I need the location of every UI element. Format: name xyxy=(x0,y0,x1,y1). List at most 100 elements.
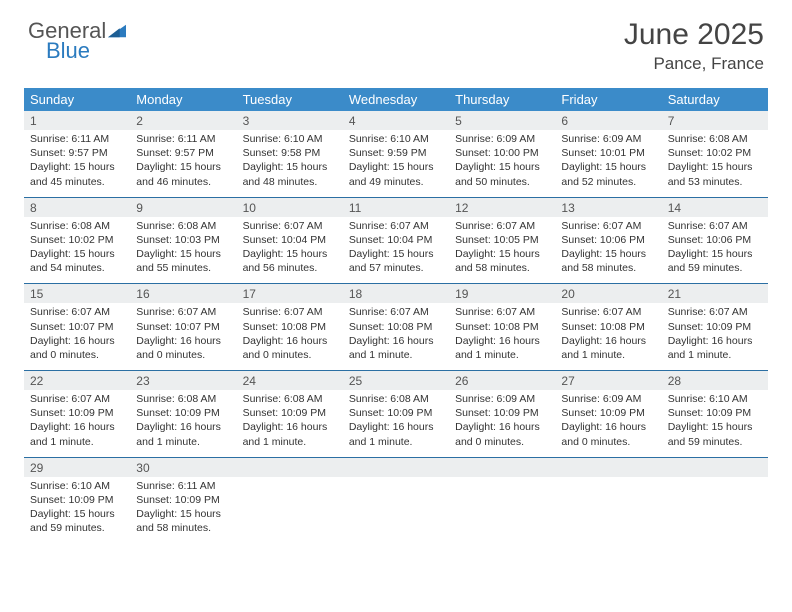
day-number: 10 xyxy=(237,198,343,217)
day-detail: Sunrise: 6:07 AMSunset: 10:05 PMDaylight… xyxy=(449,217,555,284)
daylight-text: Daylight: 16 hours and 1 minute. xyxy=(455,334,549,362)
sunrise-text: Sunrise: 6:07 AM xyxy=(455,219,549,233)
day-detail: Sunrise: 6:08 AMSunset: 10:02 PMDaylight… xyxy=(24,217,130,284)
day-number xyxy=(662,458,768,477)
day-number: 24 xyxy=(237,371,343,390)
daylight-text: Daylight: 16 hours and 1 minute. xyxy=(668,334,762,362)
day-detail-row: Sunrise: 6:07 AMSunset: 10:07 PMDaylight… xyxy=(24,303,768,370)
day-number: 23 xyxy=(130,371,236,390)
sunrise-text: Sunrise: 6:07 AM xyxy=(561,219,655,233)
sunset-text: Sunset: 10:04 PM xyxy=(349,233,443,247)
sunrise-text: Sunrise: 6:11 AM xyxy=(136,132,230,146)
sunset-text: Sunset: 9:58 PM xyxy=(243,146,337,160)
dow-thursday: Thursday xyxy=(449,88,555,111)
day-detail: Sunrise: 6:11 AMSunset: 9:57 PMDaylight:… xyxy=(24,130,130,197)
sunrise-text: Sunrise: 6:08 AM xyxy=(668,132,762,146)
day-detail xyxy=(237,477,343,544)
day-number: 18 xyxy=(343,284,449,303)
sunset-text: Sunset: 10:09 PM xyxy=(349,406,443,420)
day-detail: Sunrise: 6:11 AMSunset: 10:09 PMDaylight… xyxy=(130,477,236,544)
day-detail: Sunrise: 6:07 AMSunset: 10:06 PMDaylight… xyxy=(662,217,768,284)
daylight-text: Daylight: 15 hours and 45 minutes. xyxy=(30,160,124,188)
day-detail-row: Sunrise: 6:07 AMSunset: 10:09 PMDaylight… xyxy=(24,390,768,457)
sunset-text: Sunset: 10:09 PM xyxy=(561,406,655,420)
sunset-text: Sunset: 10:06 PM xyxy=(668,233,762,247)
calendar-table: Sunday Monday Tuesday Wednesday Thursday… xyxy=(24,88,768,543)
sunrise-text: Sunrise: 6:11 AM xyxy=(30,132,124,146)
sunset-text: Sunset: 10:08 PM xyxy=(349,320,443,334)
daylight-text: Daylight: 15 hours and 46 minutes. xyxy=(136,160,230,188)
day-number: 3 xyxy=(237,111,343,130)
dow-tuesday: Tuesday xyxy=(237,88,343,111)
sunrise-text: Sunrise: 6:07 AM xyxy=(136,305,230,319)
logo-word2: Blue xyxy=(46,38,126,64)
day-detail xyxy=(662,477,768,544)
day-number-row: 891011121314 xyxy=(24,198,768,217)
day-number: 22 xyxy=(24,371,130,390)
day-number: 11 xyxy=(343,198,449,217)
day-number: 16 xyxy=(130,284,236,303)
day-detail-row: Sunrise: 6:08 AM Sunset: 10:02 PM Daylight… xyxy=(24,217,768,284)
sunrise-text: Sunrise: 6:09 AM xyxy=(561,392,655,406)
day-number xyxy=(237,458,343,477)
day-number: 8 xyxy=(24,198,130,217)
logo-triangle-icon xyxy=(108,24,126,38)
sunrise-text: Sunrise: 6:08 AM xyxy=(136,219,230,233)
daylight-text: Daylight: 16 hours and 1 minute. xyxy=(349,420,443,448)
day-number-row: 1234567 xyxy=(24,111,768,130)
day-number-row: 2930 xyxy=(24,458,768,477)
day-number: 15 xyxy=(24,284,130,303)
sunrise-text: Sunrise: 6:10 AM xyxy=(668,392,762,406)
sunset-text: Sunset: 10:03 PM xyxy=(136,233,230,247)
sunset-text: Sunset: 10:09 PM xyxy=(455,406,549,420)
title-block: June 2025 Pance, France xyxy=(624,18,764,74)
day-number: 20 xyxy=(555,284,661,303)
day-detail: Sunrise: 6:07 AMSunset: 10:04 PMDaylight… xyxy=(237,217,343,284)
daylight-text: Daylight: 15 hours and 52 minutes. xyxy=(561,160,655,188)
day-number: 2 xyxy=(130,111,236,130)
sunset-text: Sunset: 9:57 PM xyxy=(136,146,230,160)
header: GeneralBlue June 2025 Pance, France xyxy=(0,0,792,80)
daylight-text: Daylight: 16 hours and 1 minute. xyxy=(136,420,230,448)
sunrise-text: Sunrise: 6:07 AM xyxy=(243,305,337,319)
sunset-text: Sunset: 10:09 PM xyxy=(136,493,230,507)
sunset-text: Sunset: 9:59 PM xyxy=(349,146,443,160)
day-detail: Sunrise: 6:08 AMSunset: 10:09 PMDaylight… xyxy=(343,390,449,457)
day-detail: Sunrise: 6:08 AMSunset: 10:02 PMDaylight… xyxy=(662,130,768,197)
location: Pance, France xyxy=(624,54,764,74)
day-detail: Sunrise: 6:07 AMSunset: 10:09 PMDaylight… xyxy=(662,303,768,370)
daylight-text: Daylight: 16 hours and 0 minutes. xyxy=(561,420,655,448)
day-number: 30 xyxy=(130,458,236,477)
daylight-text: Daylight: 15 hours and 59 minutes. xyxy=(668,247,762,275)
sunset-text: Sunset: 10:02 PM xyxy=(30,233,124,247)
daylight-text: Daylight: 16 hours and 0 minutes. xyxy=(243,334,337,362)
day-number-row: 22232425262728 xyxy=(24,371,768,390)
daylight-text: Daylight: 16 hours and 1 minute. xyxy=(349,334,443,362)
sunrise-text: Sunrise: 6:07 AM xyxy=(30,305,124,319)
sunset-text: Sunset: 9:57 PM xyxy=(30,146,124,160)
day-number: 27 xyxy=(555,371,661,390)
sunset-text: Sunset: 10:06 PM xyxy=(561,233,655,247)
daylight-text: Daylight: 15 hours and 59 minutes. xyxy=(30,507,124,535)
sunrise-text: Sunrise: 6:07 AM xyxy=(455,305,549,319)
month-title: June 2025 xyxy=(624,18,764,52)
sunrise-text: Sunrise: 6:07 AM xyxy=(668,305,762,319)
sunrise-text: Sunrise: 6:07 AM xyxy=(349,305,443,319)
sunrise-text: Sunrise: 6:09 AM xyxy=(455,132,549,146)
day-detail: Sunrise: 6:07 AMSunset: 10:08 PMDaylight… xyxy=(555,303,661,370)
day-number: 12 xyxy=(449,198,555,217)
day-detail: Sunrise: 6:07 AMSunset: 10:08 PMDaylight… xyxy=(237,303,343,370)
daylight-text: Daylight: 15 hours and 59 minutes. xyxy=(668,420,762,448)
day-detail xyxy=(555,477,661,544)
sunset-text: Sunset: 10:05 PM xyxy=(455,233,549,247)
sunrise-text: Sunrise: 6:09 AM xyxy=(455,392,549,406)
day-detail: Sunrise: 6:10 AMSunset: 9:58 PMDaylight:… xyxy=(237,130,343,197)
day-of-week-row: Sunday Monday Tuesday Wednesday Thursday… xyxy=(24,88,768,111)
day-detail: Sunrise: 6:07 AMSunset: 10:07 PMDaylight… xyxy=(130,303,236,370)
sunset-text: Sunset: 10:09 PM xyxy=(30,493,124,507)
day-detail: Sunrise: 6:09 AMSunset: 10:00 PMDaylight… xyxy=(449,130,555,197)
dow-wednesday: Wednesday xyxy=(343,88,449,111)
sunrise-text: Sunrise: 6:10 AM xyxy=(243,132,337,146)
daylight-text: Daylight: 16 hours and 1 minute. xyxy=(30,420,124,448)
sunset-text: Sunset: 10:09 PM xyxy=(668,320,762,334)
